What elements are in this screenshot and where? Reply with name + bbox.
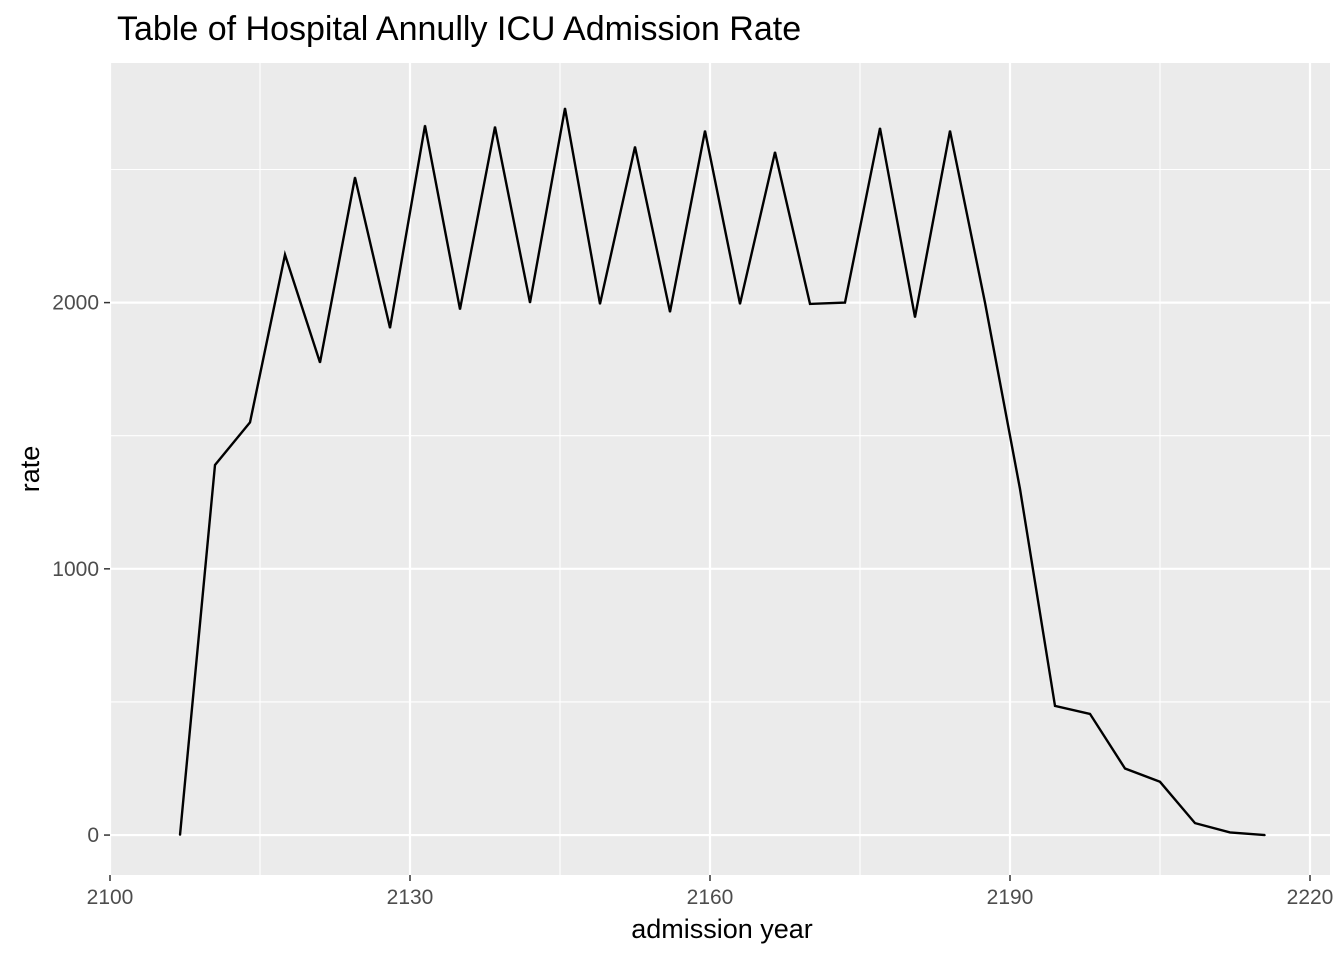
axes: 2100 2130 2160 2190 2220 0 1000 2000 (52, 292, 1333, 909)
data-point (844, 301, 846, 304)
x-tick-label: 2130 (387, 886, 434, 909)
y-tick-label: 2000 (52, 292, 99, 315)
data-point (424, 124, 426, 127)
x-axis-title: admission year (631, 914, 813, 944)
series-line (178, 108, 1266, 837)
chart-title: Table of Hospital Annully ICU Admission … (117, 10, 801, 48)
data-point (1159, 781, 1161, 783)
data-point (494, 126, 496, 128)
x-tick-label: 2100 (87, 886, 134, 909)
data-point (529, 301, 531, 304)
data-point (179, 834, 181, 836)
data-point (214, 464, 216, 466)
x-tick-label: 2190 (987, 886, 1034, 909)
data-point (1229, 831, 1231, 834)
data-point (249, 421, 251, 424)
data-point (879, 127, 881, 130)
data-point (459, 308, 461, 311)
data-point (984, 301, 986, 304)
data-point (564, 107, 566, 110)
data-point (389, 327, 391, 329)
data-point (949, 130, 951, 132)
x-tick-label: 2160 (687, 886, 734, 909)
data-point (354, 176, 356, 179)
y-axis-title: rate (15, 446, 45, 493)
data-point (809, 303, 811, 305)
data-point (1089, 713, 1091, 715)
plot-panel (110, 63, 1330, 875)
data-point (739, 303, 741, 305)
data-point (1019, 488, 1021, 490)
y-tick-label: 1000 (52, 558, 99, 581)
data-point (599, 303, 601, 305)
data-point (1054, 705, 1056, 707)
data-point (1124, 767, 1126, 770)
data-point (634, 146, 636, 148)
data-series (178, 107, 1266, 837)
x-tick-label: 2220 (1287, 886, 1334, 909)
data-point (319, 361, 321, 364)
data-point (669, 311, 671, 313)
data-point (1194, 822, 1196, 824)
data-point (284, 253, 286, 256)
y-tick-label: 0 (87, 824, 99, 847)
data-point (774, 151, 776, 153)
grid-lines (108, 63, 1330, 875)
data-point (704, 130, 706, 132)
data-point (914, 316, 916, 319)
data-point (1264, 834, 1266, 836)
